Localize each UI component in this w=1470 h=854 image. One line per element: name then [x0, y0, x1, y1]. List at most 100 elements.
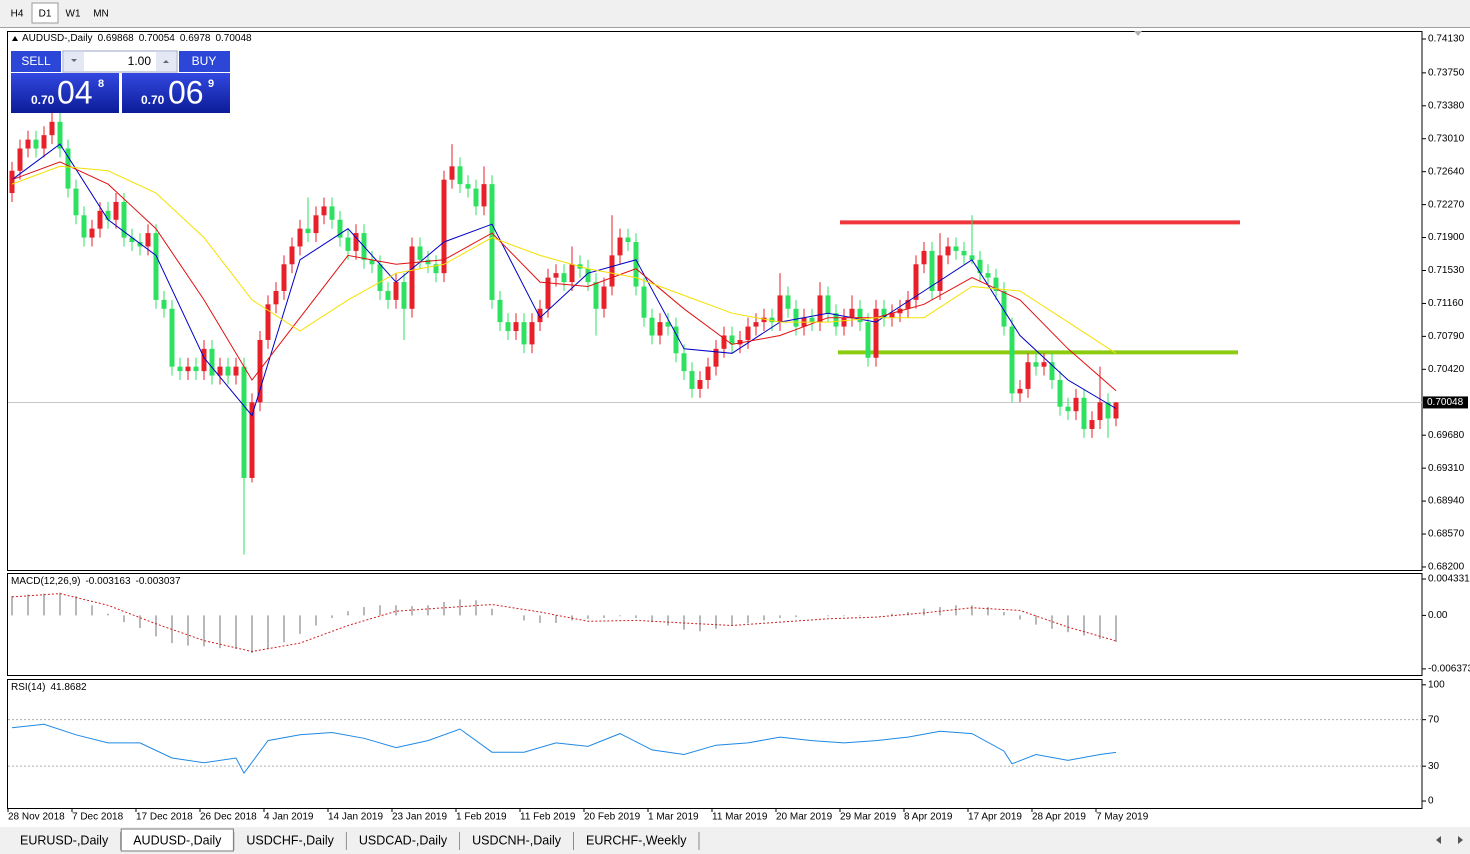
x-tick-label: 29 Mar 2019	[840, 812, 897, 823]
candle-body	[961, 250, 967, 256]
timeframe-button[interactable]	[31, 2, 59, 24]
candle-body	[1009, 326, 1015, 394]
candle-body	[945, 246, 951, 256]
x-tick-label: 11 Mar 2019	[712, 812, 768, 823]
candle-body	[977, 259, 983, 274]
bid-box[interactable]	[11, 73, 119, 113]
candle-body	[561, 273, 567, 283]
y-tick-label: 0.004331	[1428, 574, 1470, 585]
y-tick-label: 0.73750	[1428, 67, 1465, 78]
candle-body	[625, 237, 631, 243]
sell-label: SELL	[21, 54, 51, 68]
chart-tab[interactable]	[460, 831, 574, 850]
candle-body	[809, 317, 815, 323]
indicator-header: MACD(12,26,9) -0.003163 -0.003037	[11, 576, 181, 587]
y-tick-label: 0.68200	[1428, 562, 1465, 573]
candle-body	[65, 148, 71, 189]
chart-window	[0, 27, 1470, 827]
candle-body	[449, 166, 455, 180]
timeframe-button[interactable]	[4, 3, 30, 23]
shift-marker	[1134, 31, 1142, 36]
candle-body	[705, 366, 711, 381]
y-tick-label: 0.72640	[1428, 166, 1465, 177]
bid-big: 0.70	[31, 93, 55, 107]
candle-body	[433, 264, 439, 274]
candle-body	[489, 184, 495, 300]
y-tick-label: 0.74130	[1428, 34, 1465, 45]
timeframe-button[interactable]	[88, 3, 114, 23]
candle-body	[353, 233, 359, 251]
candle-body	[633, 242, 639, 287]
candle-body	[785, 295, 791, 309]
chart-tab-label: AUDUSD-,Daily	[133, 833, 222, 847]
candle-body	[289, 246, 295, 265]
chart-tab[interactable]	[574, 831, 699, 850]
candle-body	[753, 322, 759, 327]
candle-body	[409, 246, 415, 309]
candle-body	[209, 348, 215, 376]
chart-tab[interactable]	[8, 831, 121, 850]
candle-body	[673, 326, 679, 354]
lot-value: 1.00	[128, 54, 152, 68]
candle-body	[873, 308, 879, 358]
candle-body	[1025, 362, 1031, 389]
x-tick-label: 14 Jan 2019	[328, 812, 383, 823]
ask-box[interactable]	[122, 73, 230, 113]
y-tick-label: 0.00	[1428, 610, 1448, 621]
candle-body	[137, 242, 143, 247]
chart-tab-label: USDCAD-,Daily	[359, 833, 448, 847]
candle-body	[121, 201, 127, 238]
candle-body	[481, 184, 487, 207]
y-tick-label: 30	[1428, 761, 1440, 772]
chart-tab[interactable]	[346, 831, 460, 850]
candle-body	[585, 268, 591, 283]
timeframe-button[interactable]	[60, 3, 86, 23]
candle-body	[833, 313, 839, 327]
header-part: -0.003163	[85, 576, 130, 587]
candle-body	[729, 335, 735, 345]
candle-body	[985, 273, 991, 278]
candle-body	[1017, 388, 1023, 394]
candle-body	[777, 295, 783, 323]
toolbar	[0, 0, 1470, 27]
lot-box[interactable]	[62, 50, 178, 73]
chart-tab[interactable]	[234, 831, 346, 850]
y-tick-label: 0.69680	[1428, 430, 1465, 441]
candle-body	[737, 339, 743, 345]
candle-body	[265, 304, 271, 340]
candle-body	[41, 135, 47, 149]
candle-body	[1073, 397, 1079, 412]
candle-body	[529, 322, 535, 345]
bid-point: 8	[98, 78, 104, 90]
candle-body	[993, 277, 999, 291]
trade-panel: SELL 1.00 BUY 0.70 04 8 0.70 06 9	[11, 50, 230, 113]
x-tick-label: 23 Jan 2019	[392, 812, 447, 823]
y-tick-label: 0	[1428, 796, 1434, 807]
candle-body	[825, 295, 831, 314]
candle-body	[617, 237, 623, 256]
candle-body	[713, 348, 719, 367]
y-tick-label: 70	[1428, 714, 1440, 725]
candle-body	[97, 210, 103, 229]
y-tick-label: 0.71900	[1428, 232, 1465, 243]
y-tick-label: 0.69310	[1428, 463, 1465, 474]
candle-body	[889, 313, 895, 318]
candle-body	[1105, 402, 1111, 419]
buy-button[interactable]	[179, 51, 230, 72]
header-part: 41.8682	[50, 682, 87, 693]
candle-body	[497, 299, 503, 323]
candle-body	[233, 366, 239, 376]
y-tick-label: 0.70420	[1428, 364, 1465, 375]
candle-body	[569, 264, 575, 283]
sell-button[interactable]	[11, 51, 61, 72]
candle-body	[553, 273, 559, 278]
y-tick-label: 0.68940	[1428, 496, 1465, 507]
candle-body	[513, 322, 519, 332]
candle-body	[81, 215, 87, 238]
moving-average	[11, 143, 1117, 417]
timeframe-label: H4	[11, 9, 24, 20]
candle-body	[425, 259, 431, 265]
x-tick-label: 17 Apr 2019	[968, 812, 1022, 823]
indicator-header: RSI(14) 41.8682	[11, 682, 87, 693]
